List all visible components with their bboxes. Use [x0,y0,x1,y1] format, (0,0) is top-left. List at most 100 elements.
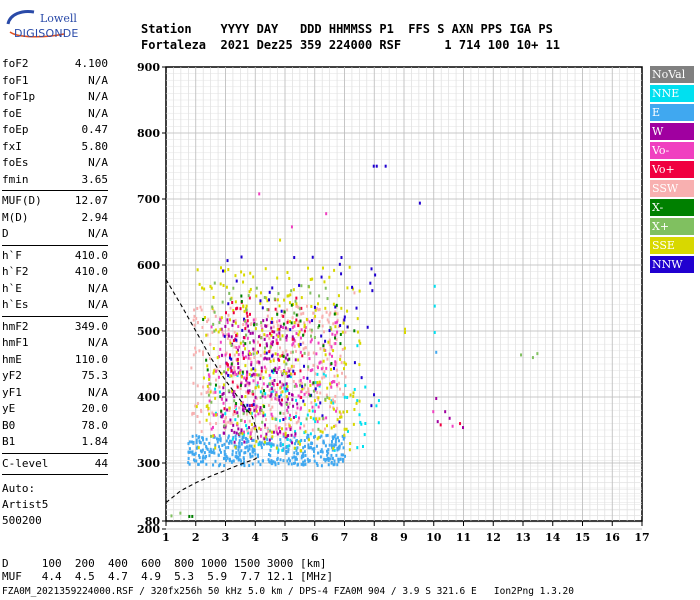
echo-point [272,336,275,340]
echo-point [330,426,333,430]
echo-point [222,383,225,387]
echo-point [281,390,284,394]
echo-point [335,409,338,413]
echo-point [248,296,251,300]
echo-point [209,382,212,386]
echo-point [314,308,317,312]
echo-point [299,369,302,373]
echo-point [194,404,197,408]
echo-point [219,316,222,320]
echo-point [285,395,288,399]
echo-point [294,457,297,461]
echo-point [236,334,239,338]
echo-point [208,377,211,381]
echo-point [292,415,295,419]
echo-point [276,310,279,314]
echo-point [283,298,286,302]
echo-point [323,348,326,352]
echo-point [270,459,273,463]
echo-point [317,383,320,387]
echo-point [227,302,230,306]
echo-point [343,346,346,350]
echo-point [205,418,208,422]
echo-point [205,454,208,458]
echo-point [195,459,198,463]
echo-point [304,453,307,457]
echo-point [233,353,236,357]
echo-point [229,366,232,370]
echo-point [202,352,205,356]
echo-point [307,446,310,450]
echo-point [239,369,242,373]
echo-point [225,371,228,375]
echo-point [327,448,330,452]
echo-point [233,330,236,334]
echo-point [248,290,251,294]
echo-point [259,396,262,400]
echo-point [205,446,208,450]
echo-point [325,424,328,428]
echo-point [307,284,310,288]
echo-point [292,404,295,408]
echo-point [436,420,439,424]
echo-point [305,317,308,321]
echo-point [294,382,297,386]
echo-point [286,327,289,331]
echo-point [319,429,322,433]
echo-point [287,294,290,298]
echo-point [334,305,337,309]
echo-point [319,450,322,454]
echo-point [259,377,262,381]
param-row: fmin 3.65 [2,173,108,190]
echo-point [220,316,223,320]
echo-point [240,441,243,445]
x-tick-label: 12 [486,531,501,544]
echo-point [249,357,252,361]
echo-point [343,454,346,458]
echo-point [274,461,277,465]
echo-point [196,384,199,388]
echo-point [224,453,227,457]
echo-point [320,275,323,279]
echo-point [261,392,264,396]
echo-point [293,339,296,343]
param-row: foF1 N/A [2,74,108,91]
param-row: M(D) 2.94 [2,211,108,228]
echo-point [223,370,226,374]
param-name: hmE [2,352,22,366]
echo-point [275,393,278,397]
echo-point [242,340,245,344]
x-tick-label: 9 [400,531,408,544]
echo-point [356,344,359,348]
y-tick-label: 200 [137,523,160,536]
echo-point [284,416,287,420]
echo-point [250,444,253,448]
echo-point [256,383,259,387]
echo-point [313,434,316,438]
echo-point [293,311,296,315]
echo-point [227,373,230,377]
echo-point [309,415,312,419]
param-name: C-level [2,456,49,470]
echo-point [358,363,361,367]
echo-point [220,409,223,413]
echo-point [219,450,222,454]
echo-point [304,462,307,466]
echo-point [243,451,246,455]
echo-point [193,323,196,327]
echo-point [208,450,211,454]
echo-point [324,286,327,290]
echo-point [295,313,298,317]
echo-point [241,408,244,412]
echo-point [269,408,272,412]
echo-point [240,418,243,422]
echo-point [279,430,282,434]
echo-point [270,391,273,395]
echo-point [262,414,265,418]
echo-point [245,378,248,382]
echo-point [306,376,309,380]
echo-point [219,340,222,344]
param-divider [2,244,108,246]
echo-point [206,364,209,368]
echo-point [272,325,275,329]
